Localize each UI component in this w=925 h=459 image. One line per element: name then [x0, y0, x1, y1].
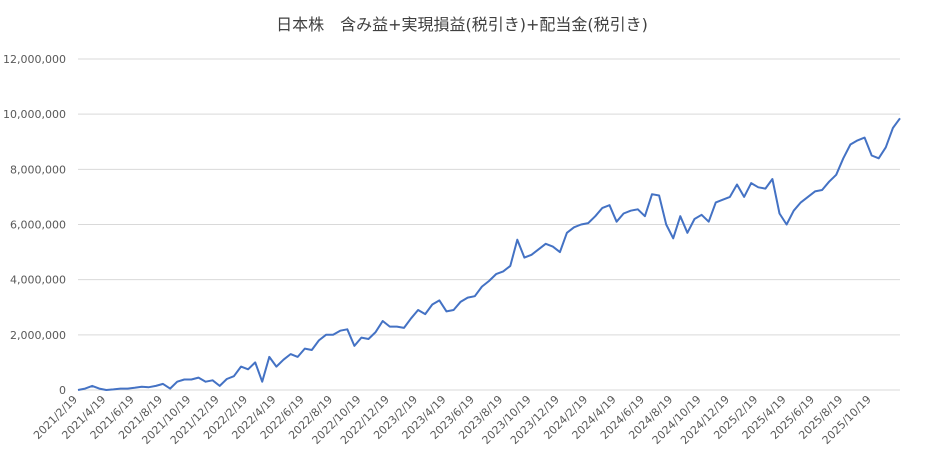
chart-title: 日本株 含み益+実現損益(税引き)+配当金(税引き): [276, 15, 648, 34]
data-line: [77, 117, 901, 391]
y-tick-label: 2,000,000: [10, 329, 66, 342]
y-tick-label: 12,000,000: [3, 53, 66, 66]
y-tick-label: 10,000,000: [3, 108, 66, 121]
y-tick-label: 6,000,000: [10, 219, 66, 232]
y-tick-label: 0: [59, 384, 66, 397]
y-tick-label: 4,000,000: [10, 274, 66, 287]
y-tick-label: 8,000,000: [10, 163, 66, 176]
